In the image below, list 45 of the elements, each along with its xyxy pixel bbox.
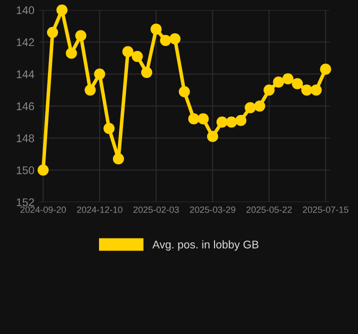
point [264, 84, 275, 96]
point [112, 153, 124, 164]
point [301, 84, 312, 96]
y-tick-label: 140 [16, 6, 34, 14]
point [150, 24, 162, 35]
point [141, 66, 152, 78]
point [84, 84, 96, 96]
point [75, 30, 86, 42]
point [103, 122, 115, 134]
point [38, 164, 49, 176]
point [216, 116, 228, 128]
point [272, 76, 284, 88]
x-tick-label: 2025-05-22 [246, 206, 292, 213]
y-tick-label: 142 [16, 38, 34, 46]
y-tick-label: 148 [16, 134, 34, 142]
point [282, 73, 294, 84]
point [56, 4, 68, 16]
point [292, 78, 303, 90]
point [188, 113, 200, 124]
x-tick-label: 2025-02-03 [133, 206, 179, 213]
x-tick-label: 2025-07-15 [302, 206, 348, 213]
point [94, 68, 106, 80]
point [47, 26, 58, 38]
y-tick-label: 146 [16, 102, 34, 110]
point [66, 48, 77, 59]
point [207, 130, 218, 142]
legend-label: Avg. pos. in lobby GB [152, 240, 258, 251]
point [254, 100, 266, 112]
y-tick-label: 144 [16, 70, 34, 78]
point [320, 64, 332, 75]
point [244, 102, 256, 114]
point [178, 86, 190, 98]
point [122, 46, 134, 58]
x-tick-label: 2024-12-10 [77, 206, 122, 213]
x-tick-label: 2025-03-29 [190, 206, 236, 213]
point [169, 33, 181, 44]
y-tick-label: 150 [16, 166, 34, 174]
point [160, 34, 172, 46]
point [310, 84, 322, 96]
point [235, 114, 246, 126]
point [132, 50, 143, 62]
x-tick-label: 2024-09-20 [20, 206, 66, 213]
y-tick-label: 152 [16, 198, 34, 206]
point [198, 113, 209, 124]
point [226, 116, 237, 128]
